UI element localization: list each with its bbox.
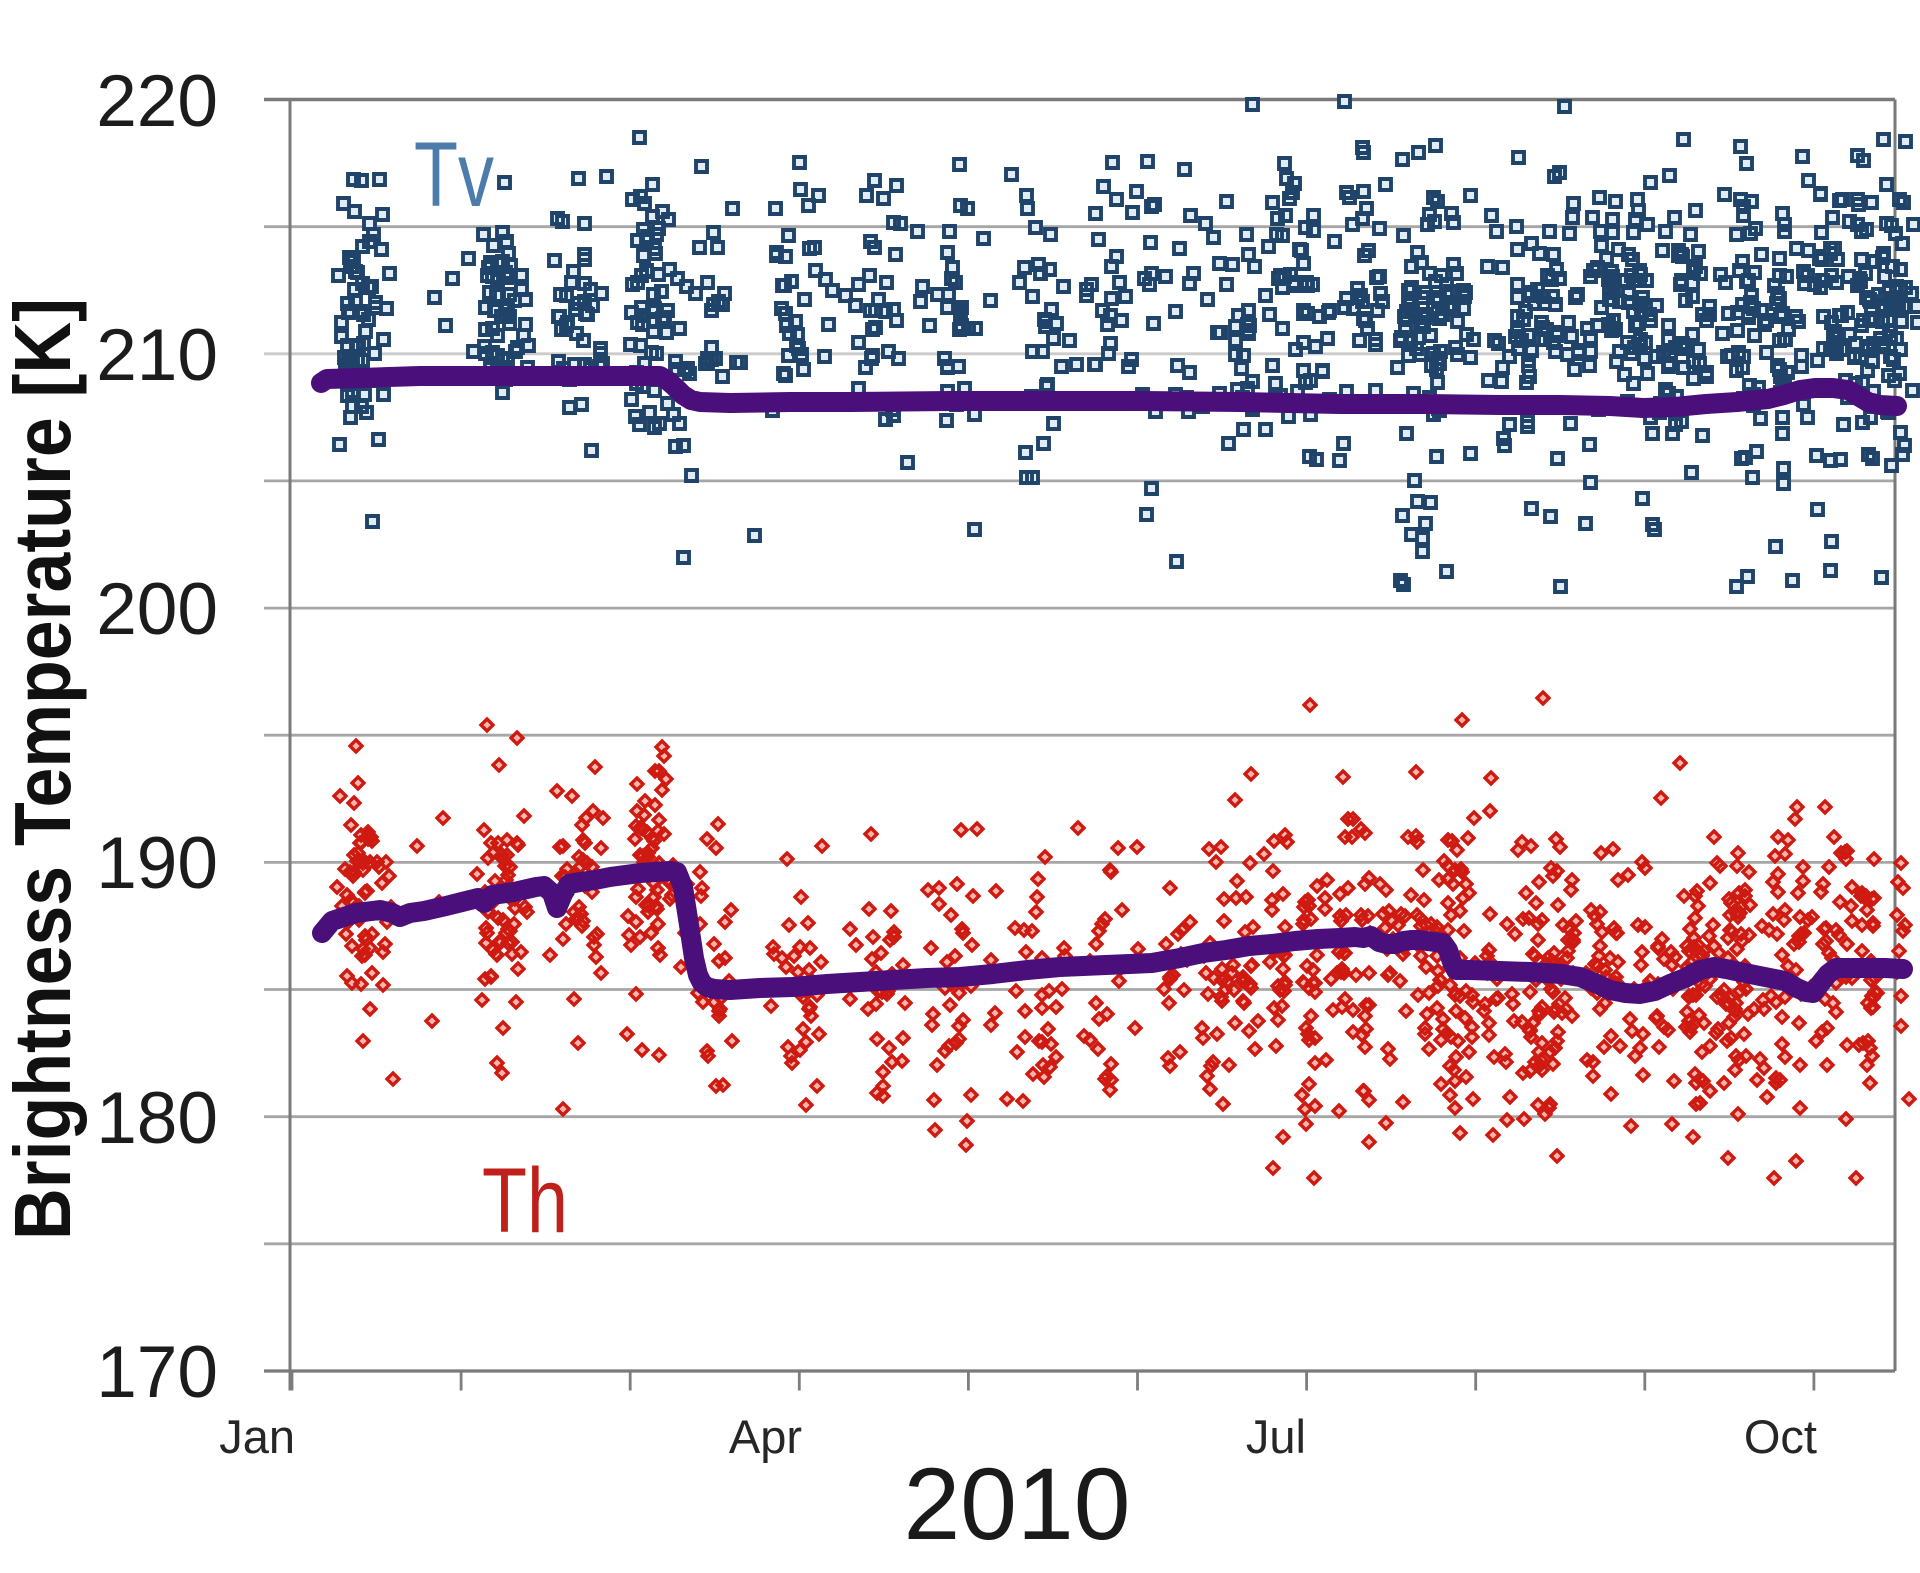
svg-text:Jan: Jan [219,1410,295,1463]
svg-text:170: 170 [96,1332,218,1413]
svg-text:190: 190 [96,823,218,904]
svg-text:Th: Th [482,1150,568,1252]
svg-text:Brightness Temperature [K]: Brightness Temperature [K] [0,298,87,1240]
svg-text:Tv: Tv [414,124,494,226]
svg-text:200: 200 [96,569,218,650]
svg-text:210: 210 [96,315,218,396]
svg-text:2010: 2010 [904,1447,1131,1561]
svg-text:Apr: Apr [729,1410,802,1463]
svg-text:180: 180 [96,1078,218,1159]
svg-text:220: 220 [96,61,218,142]
svg-text:Jul: Jul [1246,1410,1306,1463]
svg-text:Oct: Oct [1744,1410,1817,1463]
